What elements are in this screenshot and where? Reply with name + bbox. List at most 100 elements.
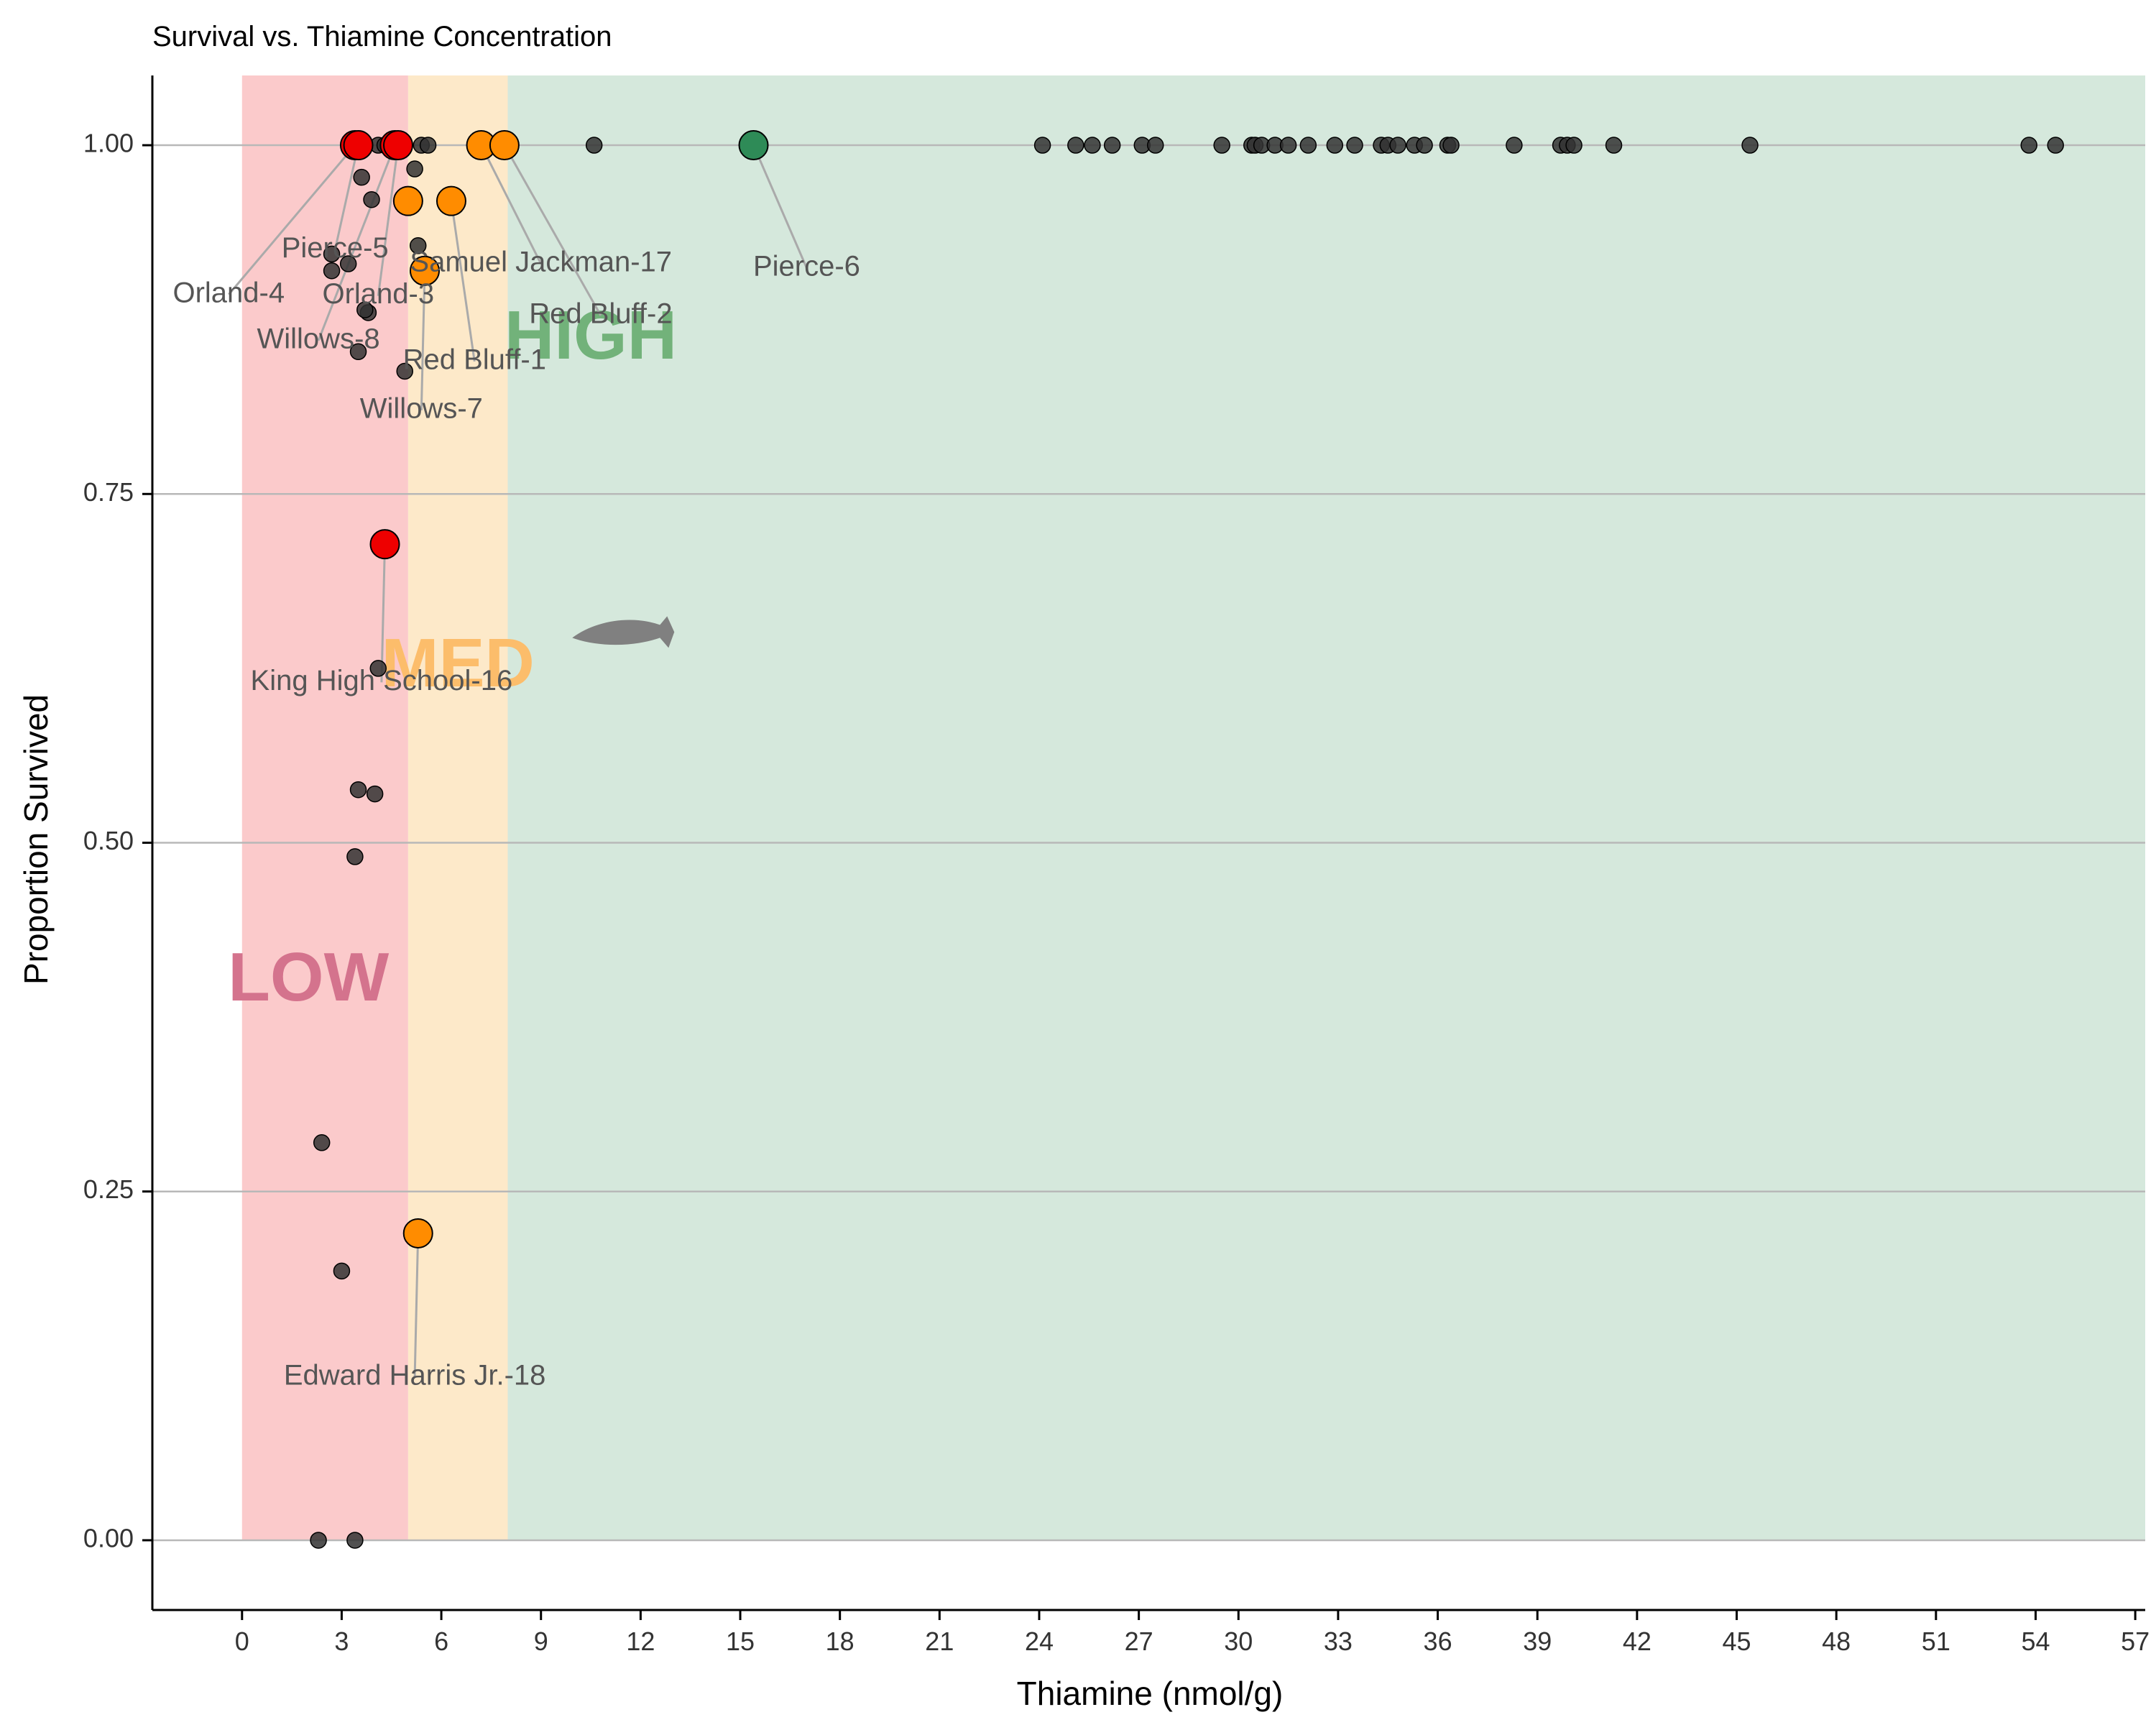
data-point (349, 781, 367, 799)
highlighted-point (383, 130, 414, 161)
highlighted-point (369, 529, 400, 560)
zone-label-med: MED (382, 625, 535, 702)
data-point (363, 190, 380, 208)
zone-med (407, 75, 508, 1540)
x-tick-label: 57 (2121, 1627, 2150, 1656)
labeled-points (339, 130, 769, 1248)
point-label: Orland-4 (172, 277, 285, 308)
x-tick-label: 0 (235, 1627, 249, 1656)
data-point (1389, 137, 1406, 154)
other-points (310, 137, 2064, 1549)
leader-line (317, 144, 396, 341)
risk-zones (241, 75, 2145, 1540)
data-point (1416, 137, 1433, 154)
data-point (1565, 137, 1583, 154)
highlighted-point (402, 1218, 433, 1248)
point-label: Samuel Jackman-17 (410, 247, 672, 278)
data-point (1326, 137, 1344, 154)
data-point (356, 301, 374, 318)
point-label: King High School-16 (251, 665, 513, 696)
salmon-icon (572, 616, 675, 648)
zone-label-low: LOW (228, 939, 389, 1016)
leader-line (503, 144, 602, 316)
point-labels: Orland-4 Pierce-5 Willows-8 Orland-3 King Hi… (172, 232, 860, 1391)
x-tick-label: 54 (2021, 1627, 2050, 1656)
point-label: Pierce-6 (753, 250, 860, 282)
point-label: Red Bluff-2 (529, 298, 672, 329)
zone-label-high: HIGH (505, 297, 677, 374)
x-axis-title: Thiamine (nmol/g) (1017, 1675, 1284, 1712)
point-label: Edward Harris Jr.-18 (284, 1359, 546, 1391)
y-tick-label: 0.50 (83, 826, 134, 855)
y-tick-label: 1.00 (83, 129, 134, 158)
x-tick-label: 15 (726, 1627, 755, 1656)
point-label: Red Bluff-1 (403, 344, 546, 375)
data-point (353, 168, 370, 186)
data-point (366, 785, 384, 803)
data-point (396, 362, 413, 380)
x-tick-label: 6 (434, 1627, 448, 1656)
zone-labels: LOW MED HIGH (228, 297, 677, 1016)
leader-line (450, 201, 476, 362)
point-label: Willows-8 (257, 323, 380, 354)
data-point (2047, 137, 2064, 154)
data-point (419, 137, 437, 154)
x-tick-label: 21 (925, 1627, 954, 1656)
data-point (323, 262, 341, 280)
x-tick-label: 18 (826, 1627, 854, 1656)
x-tick-label: 36 (1424, 1627, 1452, 1656)
data-point (1146, 137, 1164, 154)
x-tick-label: 33 (1324, 1627, 1353, 1656)
data-point (346, 848, 364, 865)
leader-line (480, 144, 543, 264)
highlighted-point (436, 185, 466, 216)
data-point (1442, 137, 1460, 154)
highlighted-point (343, 130, 374, 161)
y-tick-label: 0.25 (83, 1174, 134, 1204)
data-point (323, 245, 341, 263)
y-axis-ticks: 0.00 0.25 0.50 0.75 1.00 (83, 129, 152, 1552)
data-point (1506, 137, 1523, 154)
data-point (1067, 137, 1084, 154)
x-tick-label: 27 (1125, 1627, 1153, 1656)
x-tick-label: 24 (1025, 1627, 1054, 1656)
data-point (1741, 137, 1759, 154)
highlighted-point (489, 130, 520, 161)
chart-title: Survival vs. Thiamine Concentration (152, 21, 612, 52)
leader-line (380, 544, 387, 683)
leader-line (413, 1233, 420, 1377)
zone-high (507, 75, 2145, 1540)
x-tick-label: 48 (1822, 1627, 1851, 1656)
x-tick-label: 3 (334, 1627, 349, 1656)
data-point (1213, 137, 1230, 154)
x-tick-label: 9 (534, 1627, 548, 1656)
leader-line (333, 144, 360, 250)
data-point (1299, 137, 1317, 154)
data-point (346, 1532, 364, 1549)
zone-low (241, 75, 408, 1540)
data-point (1103, 137, 1121, 154)
x-axis-ticks: 0 3 6 9 12 15 18 21 24 27 30 33 36 39 42 45 48 51 54 57 (235, 1610, 2150, 1656)
data-point (1605, 137, 1623, 154)
y-tick-label: 0.75 (83, 477, 134, 507)
label-leader-lines (228, 144, 808, 1377)
data-point (369, 660, 387, 677)
leader-line (228, 144, 356, 295)
data-point (1279, 137, 1297, 154)
x-tick-label: 45 (1723, 1627, 1751, 1656)
data-point (310, 1532, 327, 1549)
data-point (585, 137, 603, 154)
salmon-icon-shape (572, 616, 675, 648)
highlighted-point (409, 255, 440, 286)
data-point (1033, 137, 1051, 154)
point-label: Willows-7 (360, 392, 483, 424)
data-point (333, 1262, 351, 1280)
x-tick-label: 51 (1922, 1627, 1950, 1656)
x-tick-label: 12 (626, 1627, 655, 1656)
x-tick-label: 39 (1523, 1627, 1552, 1656)
y-axis-title: Proportion Survived (17, 694, 55, 985)
x-tick-label: 42 (1623, 1627, 1651, 1656)
data-point (313, 1134, 331, 1151)
leader-line (420, 270, 426, 410)
